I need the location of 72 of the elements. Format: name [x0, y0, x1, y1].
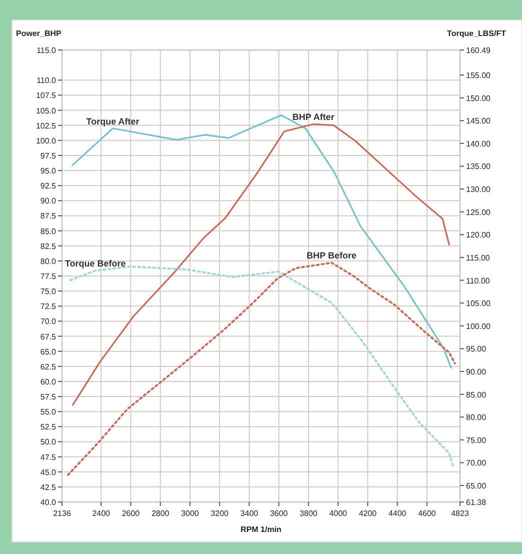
y-tick-label: 55.0	[40, 408, 57, 417]
x-tick-label: 4400	[388, 509, 407, 518]
y-tick-label: 45.0	[40, 468, 57, 477]
y-tick-label: 90.0	[40, 196, 57, 206]
y-tick-label: 75.0	[40, 287, 57, 296]
y2-tick-label: 160.49	[466, 46, 492, 55]
x-tick-label: 2600	[122, 509, 140, 518]
x-tick-label: 3800	[300, 509, 318, 518]
y-tick-label: 50.0	[40, 438, 57, 447]
x-tick-label: 4000	[329, 509, 348, 518]
y-tick-label: 110.0	[36, 76, 57, 86]
y2-tick-label: 90.00	[466, 367, 487, 376]
y-tick-label: 92.5	[40, 182, 57, 191]
y-tick-label: 97.5	[40, 151, 57, 160]
y-tick-label: 42.5	[40, 482, 57, 492]
y-tick-label: 107.5	[36, 91, 57, 100]
series-label: BHP Before	[306, 250, 357, 261]
y2-tick-label: 100.00	[466, 322, 492, 331]
y-tick-label: 65.0	[40, 347, 57, 356]
y2-tick-label: 75.00	[466, 436, 487, 445]
y2-tick-label: 61.38	[466, 498, 487, 507]
y-axis-title: Power_BHP	[16, 29, 62, 38]
y2-tick-label: 130.00	[466, 185, 492, 194]
y2-tick-label: 110.00	[466, 276, 490, 286]
y-tick-label: 105.0	[36, 106, 57, 116]
y2-tick-label: 120.00	[466, 230, 492, 240]
x-tick-label: 3000	[181, 509, 200, 518]
y2-tick-label: 80.00	[466, 413, 487, 422]
series-label: BHP After	[292, 112, 335, 122]
y2-tick-label: 115.00	[466, 253, 490, 262]
y-tick-label: 72.5	[40, 302, 57, 312]
y-tick-label: 40.0	[40, 498, 57, 507]
y2-tick-label: 145.00	[466, 116, 492, 126]
y-tick-label: 85.0	[40, 226, 57, 236]
y-tick-label: 80.0	[40, 256, 57, 266]
y-tick-label: 60.0	[40, 377, 57, 386]
y-tick-label: 95.0	[40, 166, 57, 176]
x-tick-label: 3200	[210, 509, 230, 518]
y-tick-label: 100.0	[36, 136, 57, 146]
series-label: Torque After	[86, 116, 140, 126]
y2-tick-label: 150.00	[466, 94, 492, 103]
x-tick-label: 4823	[451, 509, 470, 518]
x-tick-label: 4200	[358, 509, 378, 518]
y2-tick-label: 140.00	[466, 139, 492, 148]
y2-tick-label: 70.00	[466, 458, 487, 468]
x-tick-label: 4600	[418, 509, 436, 518]
y-tick-label: 115.0	[36, 46, 57, 55]
y2-tick-label: 105.00	[466, 299, 492, 308]
y-tick-label: 102.5	[36, 121, 57, 130]
y-tick-label: 52.5	[40, 422, 57, 432]
x-tick-label: 2400	[92, 509, 111, 518]
y-tick-label: 70.0	[40, 317, 57, 326]
y2-tick-label: 125.00	[466, 208, 492, 217]
y-tick-label: 77.5	[40, 272, 57, 281]
x-tick-label: 2800	[151, 509, 170, 518]
y-tick-label: 67.5	[40, 332, 57, 342]
y-tick-label: 87.5	[40, 212, 57, 221]
y-tick-label: 57.5	[40, 392, 57, 402]
x-tick-label: 3600	[270, 509, 288, 518]
y2-tick-label: 155.00	[466, 71, 492, 80]
y-tick-label: 47.5	[40, 452, 57, 462]
y2-tick-label: 95.00	[466, 344, 487, 354]
series-label: Torque Before	[64, 258, 126, 269]
y2-axis-title: Torque_LBS/FT	[447, 29, 506, 38]
x-tick-label: 2136	[53, 509, 72, 518]
x-tick-label: 3400	[240, 509, 259, 518]
y-tick-label: 82.5	[40, 242, 57, 251]
y2-tick-label: 85.00	[466, 390, 487, 400]
y-tick-label: 62.5	[40, 362, 57, 372]
y2-tick-label: 135.00	[466, 162, 492, 172]
y2-tick-label: 65.00	[466, 481, 487, 490]
x-axis-title: RPM 1/min	[240, 525, 282, 534]
